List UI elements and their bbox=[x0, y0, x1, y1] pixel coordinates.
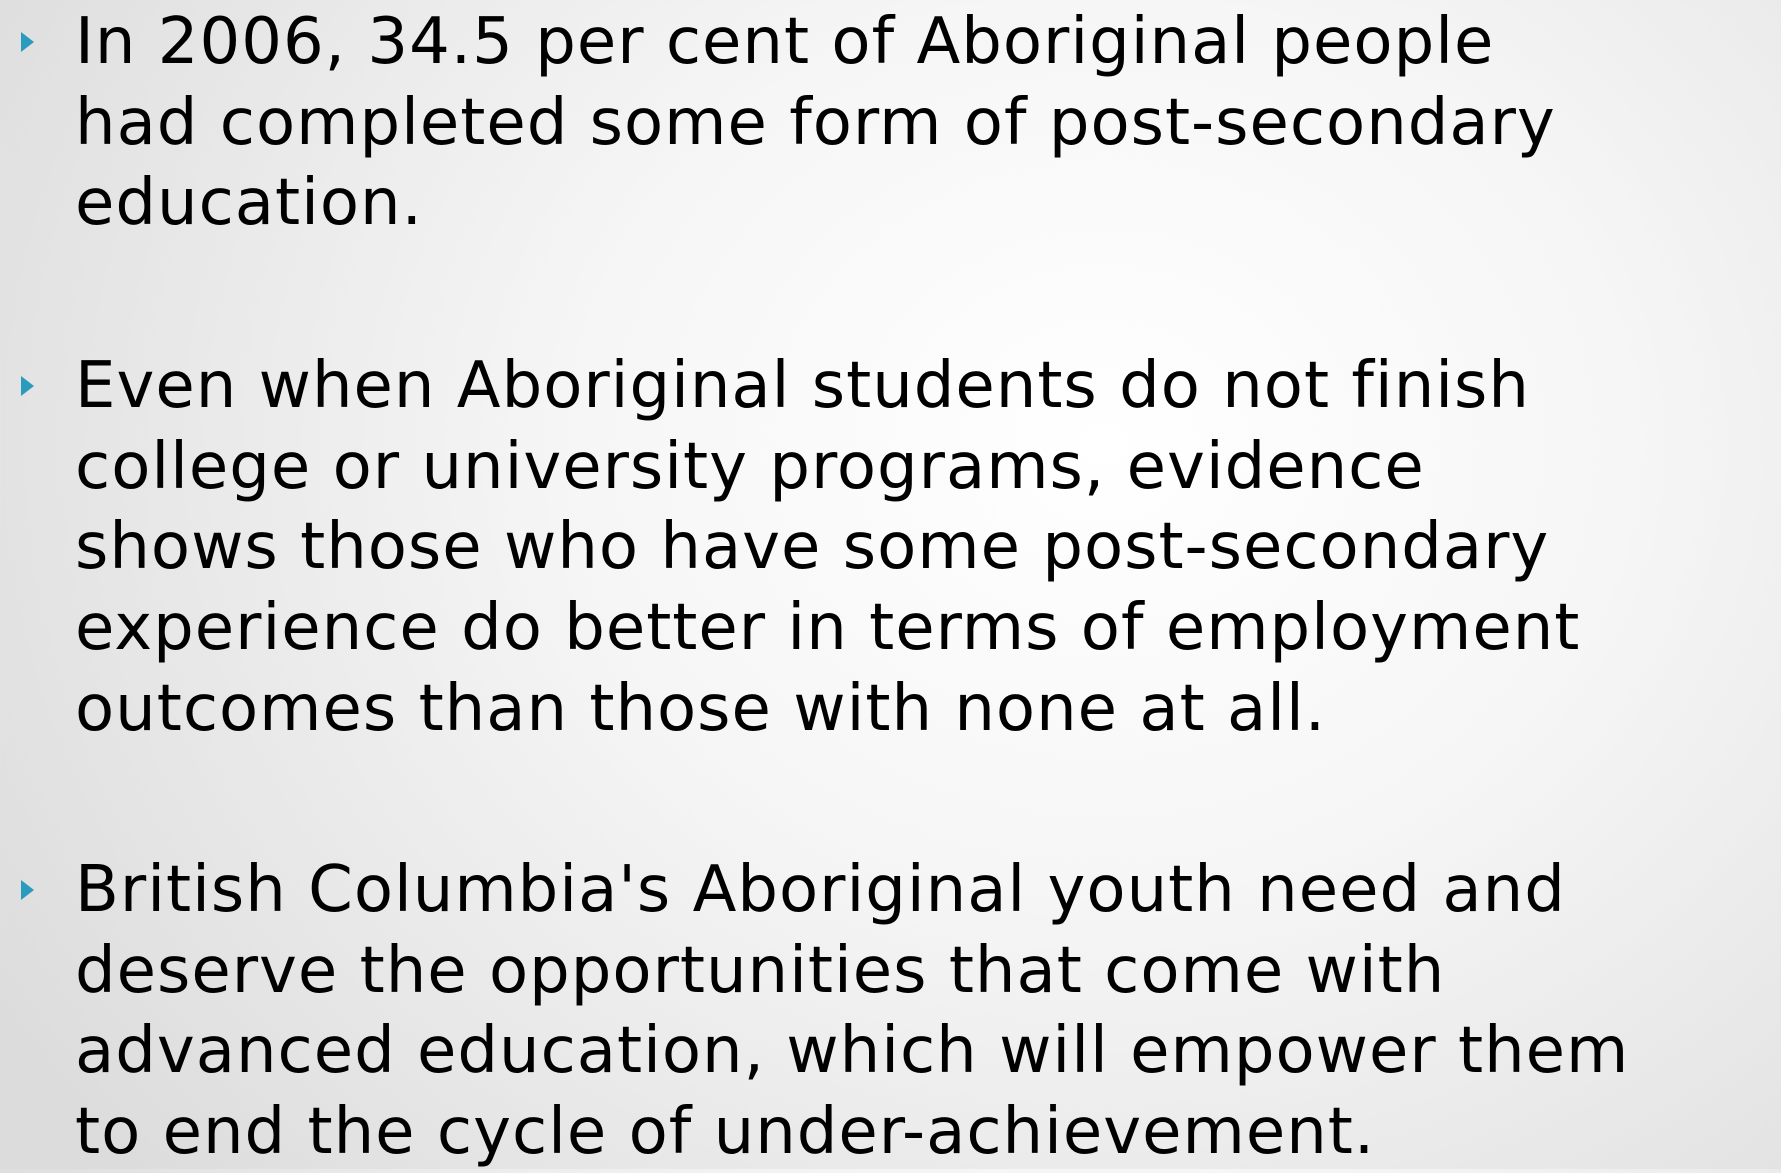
bullet-text: advanced education, which will empower t… bbox=[75, 1014, 1630, 1089]
bullet-marker bbox=[21, 32, 34, 53]
bullet-text: British Columbia's Aboriginal youth need… bbox=[75, 853, 1566, 927]
bullet-text: experience do better in terms of employm… bbox=[75, 591, 1581, 666]
bullet-text: to end the cycle of under-achievement. bbox=[75, 1095, 1376, 1170]
bullet-text: shows those who have some post-secondary bbox=[75, 510, 1550, 585]
bullet-text: education. bbox=[75, 166, 423, 241]
bullet-text: outcomes than those with none at all. bbox=[75, 671, 1327, 746]
bullet-text: college or university programs, evidence bbox=[75, 429, 1425, 504]
bullet-text: Even when Aboriginal students do not fin… bbox=[75, 349, 1530, 423]
bullet-text: deserve the opportunities that come with bbox=[75, 933, 1446, 1008]
bullet-marker bbox=[21, 376, 34, 397]
bullet-text: had completed some form of post-secondar… bbox=[75, 85, 1556, 160]
bullet-marker bbox=[21, 880, 34, 901]
bullet-text: In 2006, 34.5 per cent of Aboriginal peo… bbox=[75, 5, 1495, 79]
